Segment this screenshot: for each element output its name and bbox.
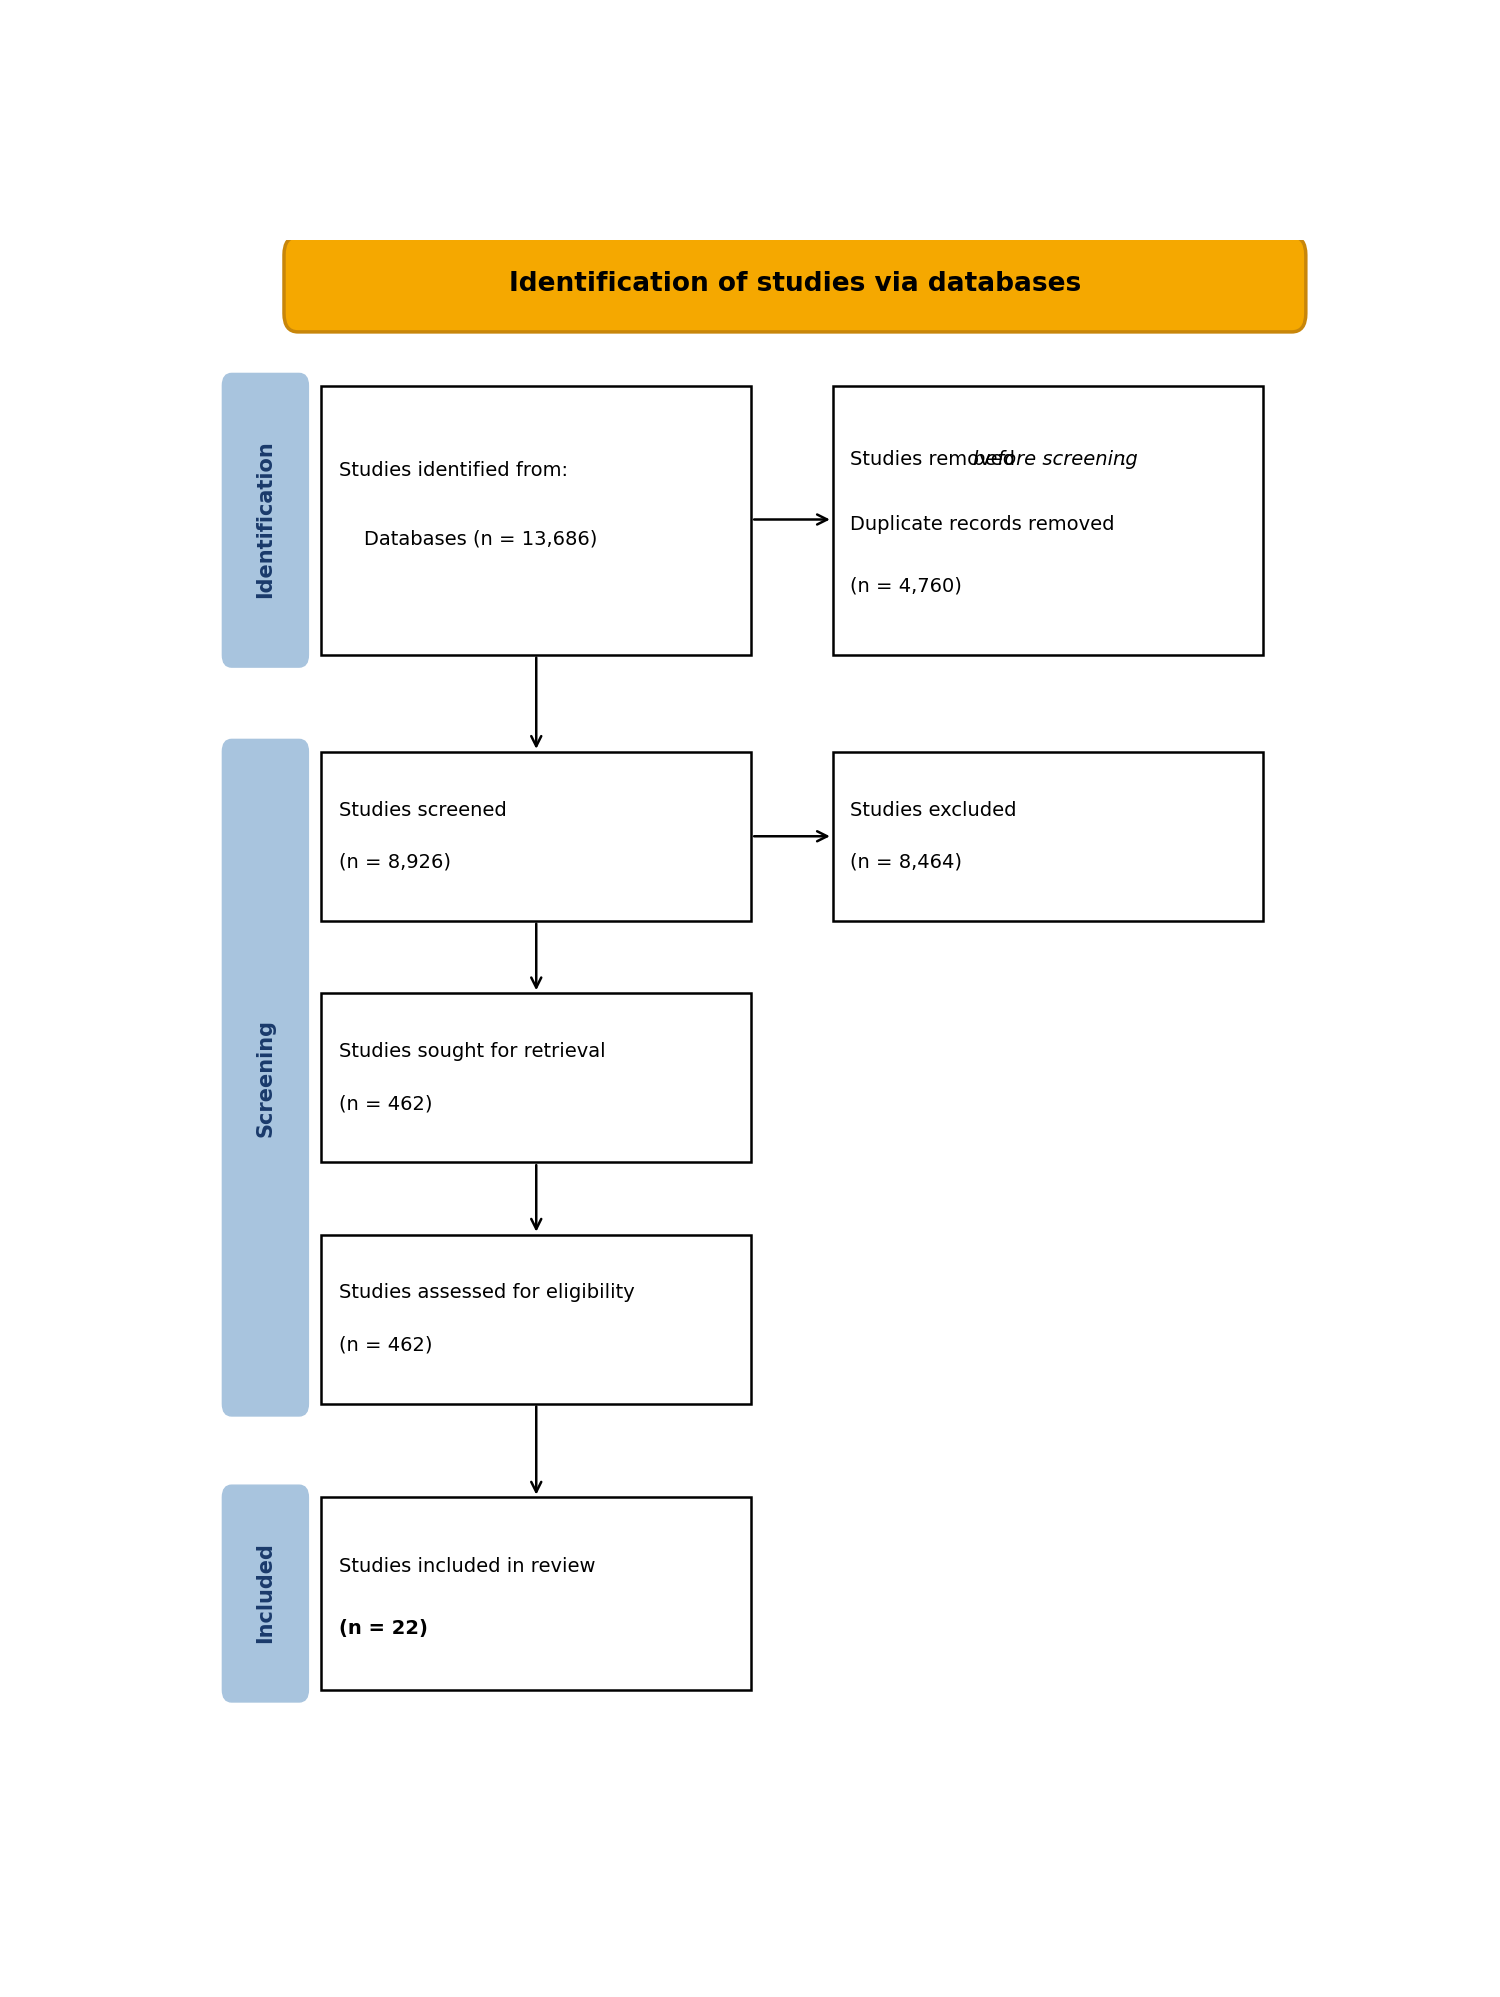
FancyBboxPatch shape xyxy=(321,751,752,921)
FancyBboxPatch shape xyxy=(833,385,1263,655)
FancyBboxPatch shape xyxy=(284,236,1306,332)
Text: (n = 462): (n = 462) xyxy=(339,1336,432,1354)
FancyBboxPatch shape xyxy=(833,751,1263,921)
Text: Studies included in review: Studies included in review xyxy=(339,1558,596,1576)
Text: Duplicate records removed: Duplicate records removed xyxy=(850,515,1114,533)
FancyBboxPatch shape xyxy=(321,385,752,655)
Text: (n = 462): (n = 462) xyxy=(339,1094,432,1112)
FancyBboxPatch shape xyxy=(321,993,752,1162)
Text: Databases (n = 13,686): Databases (n = 13,686) xyxy=(339,529,597,549)
Text: (n = 8,464): (n = 8,464) xyxy=(850,853,962,873)
Text: (n = 22): (n = 22) xyxy=(339,1620,427,1638)
Text: Studies excluded: Studies excluded xyxy=(850,801,1017,819)
Text: before screening: before screening xyxy=(974,449,1138,469)
FancyBboxPatch shape xyxy=(222,739,309,1416)
Text: :: : xyxy=(1120,449,1126,469)
Text: Identification: Identification xyxy=(255,441,276,599)
FancyBboxPatch shape xyxy=(321,1234,752,1404)
Text: Studies removed: Studies removed xyxy=(850,449,1022,469)
FancyBboxPatch shape xyxy=(222,1486,309,1701)
FancyBboxPatch shape xyxy=(321,1498,752,1689)
Text: Studies screened: Studies screened xyxy=(339,801,507,819)
Text: Studies assessed for eligibility: Studies assessed for eligibility xyxy=(339,1284,634,1302)
Text: Identification of studies via databases: Identification of studies via databases xyxy=(509,272,1082,298)
FancyBboxPatch shape xyxy=(222,373,309,667)
Text: Included: Included xyxy=(255,1542,276,1644)
Text: Studies sought for retrieval: Studies sought for retrieval xyxy=(339,1042,604,1060)
Text: (n = 8,926): (n = 8,926) xyxy=(339,853,450,873)
Text: (n = 4,760): (n = 4,760) xyxy=(850,575,962,595)
Text: Screening: Screening xyxy=(255,1018,276,1136)
Text: Studies identified from:: Studies identified from: xyxy=(339,461,567,479)
